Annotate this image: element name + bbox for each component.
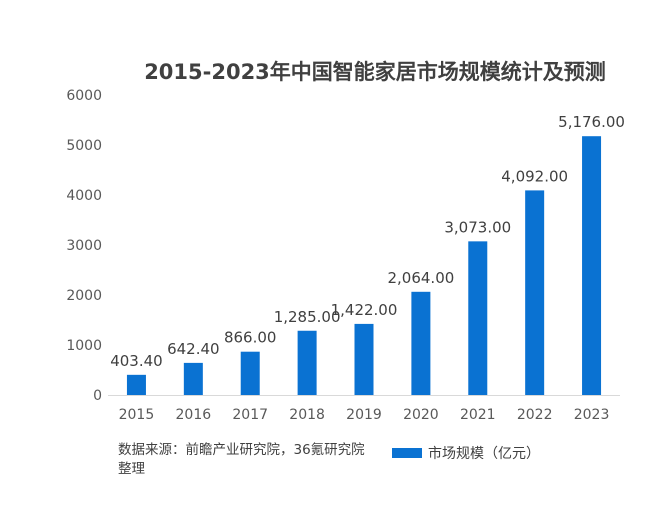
- bar: [411, 291, 431, 395]
- data-label: 5,176.00: [558, 113, 625, 131]
- data-label: 866.00: [224, 329, 277, 347]
- y-tick-label: 3000: [66, 238, 102, 254]
- data-label: 642.40: [167, 340, 220, 358]
- x-tick-label: 2023: [574, 407, 610, 423]
- bar: [240, 351, 260, 395]
- x-tick-label: 2020: [403, 407, 439, 423]
- bar: [126, 374, 146, 395]
- x-tick-label: 2022: [517, 407, 553, 423]
- source-note: 数据来源：前瞻产业研究院，36氪研究院整理: [118, 442, 365, 477]
- x-tick-label: 2021: [460, 407, 496, 423]
- x-axis: 2015 2016 2017 2018 2019 2020 2021 2022 2023: [108, 395, 620, 423]
- bar: [582, 136, 602, 395]
- y-tick-label: 4000: [66, 188, 102, 204]
- x-tick-label: 2017: [232, 407, 268, 423]
- bar: [183, 362, 203, 395]
- bar: [297, 330, 317, 395]
- data-label: 2,064.00: [387, 269, 454, 287]
- data-label: 3,073.00: [444, 218, 511, 236]
- bar-series: [126, 136, 602, 395]
- y-tick-label: 2000: [66, 288, 102, 304]
- chart-title: 2015-2023年中国智能家居市场规模统计及预测: [144, 60, 606, 84]
- x-tick-label: 2018: [289, 407, 325, 423]
- x-tick-label: 2015: [119, 407, 155, 423]
- y-tick-label: 5000: [66, 138, 102, 154]
- legend-label: 市场规模（亿元）: [428, 446, 540, 462]
- data-label: 4,092.00: [501, 167, 568, 185]
- bar: [525, 190, 545, 395]
- y-tick-label: 0: [93, 388, 102, 404]
- x-tick-label: 2019: [346, 407, 382, 423]
- y-tick-label: 6000: [66, 88, 102, 104]
- legend-swatch: [392, 448, 422, 458]
- data-label: 1,285.00: [274, 308, 341, 326]
- y-axis: 0 1000 2000 3000 4000 5000 6000: [66, 88, 102, 404]
- bar: [354, 323, 374, 395]
- data-label: 403.40: [110, 352, 163, 370]
- y-tick-label: 1000: [66, 338, 102, 354]
- data-label: 1,422.00: [331, 301, 398, 319]
- bar: [468, 241, 488, 395]
- x-tick-label: 2016: [176, 407, 212, 423]
- legend: 市场规模（亿元）: [392, 443, 540, 463]
